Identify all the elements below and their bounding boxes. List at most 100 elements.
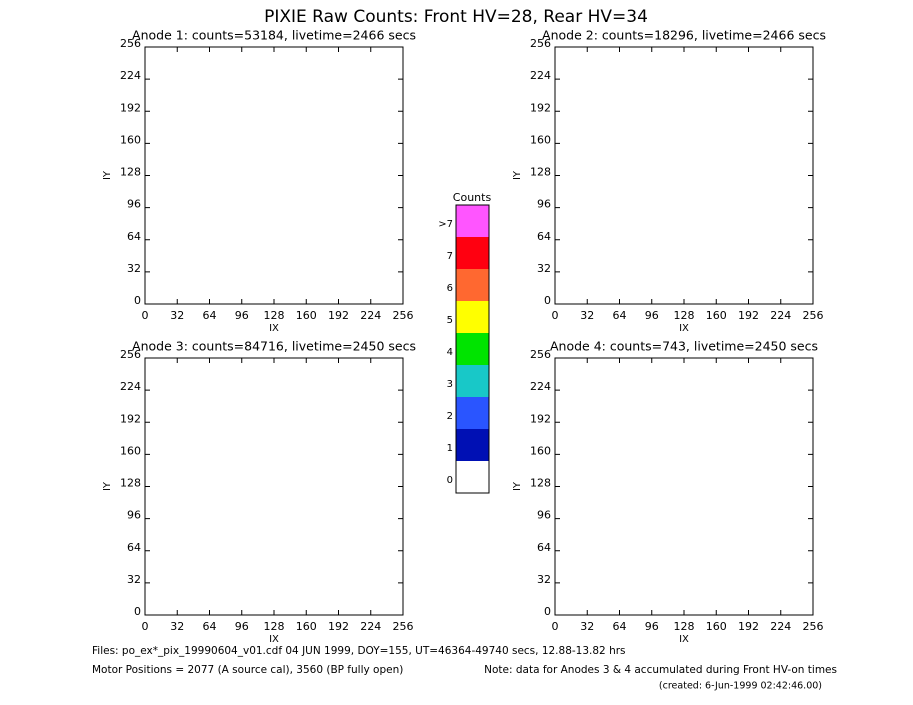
x-tick-label: 160: [296, 620, 317, 633]
x-tick-label: 160: [706, 309, 727, 322]
x-tick-label: 32: [580, 309, 594, 322]
x-tick-label: 256: [393, 309, 414, 322]
x-axis-label: IX: [269, 634, 279, 645]
x-tick-label: 192: [328, 309, 349, 322]
y-axis-label: IY: [102, 481, 113, 491]
y-tick-label: 64: [127, 541, 141, 554]
x-tick-label: 256: [803, 620, 824, 633]
figure-title: PIXIE Raw Counts: Front HV=28, Rear HV=3…: [264, 7, 648, 27]
x-tick-label: 64: [613, 309, 627, 322]
y-tick-label: 96: [127, 198, 141, 211]
y-tick-label: 32: [537, 262, 551, 275]
colorbar-label: 7: [447, 251, 453, 262]
footer-note: Note: data for Anodes 3 & 4 accumulated …: [484, 664, 837, 676]
colorbar-label: >7: [438, 219, 453, 230]
x-tick-label: 64: [203, 620, 217, 633]
x-tick-label: 192: [738, 309, 759, 322]
footer-files: Files: po_ex*_pix_19990604_v01.cdf 04 JU…: [92, 645, 626, 657]
panel-title: Anode 3: counts=84716, livetime=2450 sec…: [132, 339, 416, 354]
y-tick-label: 160: [530, 133, 551, 146]
y-axis-label: IY: [512, 170, 523, 180]
x-tick-label: 0: [552, 620, 559, 633]
x-tick-label: 192: [738, 620, 759, 633]
colorbar-label: 6: [447, 283, 453, 294]
x-tick-label: 0: [142, 309, 149, 322]
colorbar-frame: [455, 204, 490, 494]
x-tick-label: 256: [803, 309, 824, 322]
y-tick-label: 256: [530, 37, 551, 50]
y-tick-label: 32: [537, 573, 551, 586]
y-tick-label: 0: [134, 605, 141, 618]
x-tick-label: 224: [770, 620, 791, 633]
y-tick-label: 224: [530, 69, 551, 82]
x-tick-label: 128: [264, 309, 285, 322]
y-tick-label: 0: [544, 605, 551, 618]
y-tick-label: 96: [537, 198, 551, 211]
footer-motor: Motor Positions = 2077 (A source cal), 3…: [92, 664, 403, 676]
x-tick-label: 224: [360, 309, 381, 322]
y-tick-label: 160: [120, 444, 141, 457]
x-tick-label: 160: [296, 309, 317, 322]
y-tick-label: 224: [120, 380, 141, 393]
x-tick-label: 32: [170, 620, 184, 633]
x-tick-label: 96: [645, 309, 659, 322]
y-tick-label: 224: [120, 69, 141, 82]
colorbar-cell: [456, 333, 489, 365]
x-tick-label: 96: [235, 309, 249, 322]
x-tick-label: 224: [770, 309, 791, 322]
colorbar-cell: [456, 429, 489, 461]
y-axis-label: IY: [512, 481, 523, 491]
colorbar-label: 0: [447, 475, 453, 486]
x-tick-label: 96: [645, 620, 659, 633]
x-tick-label: 0: [142, 620, 149, 633]
x-tick-label: 128: [674, 620, 695, 633]
y-tick-label: 96: [537, 509, 551, 522]
y-tick-label: 192: [530, 101, 551, 114]
x-tick-label: 32: [170, 309, 184, 322]
colorbar-label: 2: [447, 411, 453, 422]
x-tick-label: 32: [580, 620, 594, 633]
x-tick-label: 224: [360, 620, 381, 633]
x-tick-label: 192: [328, 620, 349, 633]
colorbar-label: 5: [447, 315, 453, 326]
y-tick-label: 160: [530, 444, 551, 457]
colorbar-label: 4: [447, 347, 453, 358]
x-tick-label: 64: [203, 309, 217, 322]
y-tick-label: 32: [127, 573, 141, 586]
y-tick-label: 128: [120, 166, 141, 179]
colorbar-cell: [456, 365, 489, 397]
y-tick-label: 128: [530, 477, 551, 490]
colorbar-cell: [456, 461, 489, 493]
y-tick-label: 192: [120, 101, 141, 114]
y-tick-label: 64: [537, 541, 551, 554]
panel-title: Anode 1: counts=53184, livetime=2466 sec…: [132, 28, 416, 43]
colorbar-cell: [456, 397, 489, 429]
y-tick-label: 128: [530, 166, 551, 179]
y-tick-label: 0: [544, 294, 551, 307]
colorbar-title: Counts: [453, 191, 492, 204]
y-tick-label: 256: [530, 348, 551, 361]
y-tick-label: 224: [530, 380, 551, 393]
y-axis-label: IY: [102, 170, 113, 180]
y-tick-label: 32: [127, 262, 141, 275]
y-tick-label: 128: [120, 477, 141, 490]
y-tick-label: 64: [127, 230, 141, 243]
x-tick-label: 96: [235, 620, 249, 633]
y-tick-label: 0: [134, 294, 141, 307]
x-tick-label: 64: [613, 620, 627, 633]
colorbar-cell: [456, 237, 489, 269]
colorbar-cell: [456, 269, 489, 301]
x-axis-label: IX: [679, 323, 689, 334]
footer-created: (created: 6-Jun-1999 02:42:46.00): [659, 681, 822, 692]
x-tick-label: 128: [674, 309, 695, 322]
panel-title: Anode 4: counts=743, livetime=2450 secs: [550, 339, 818, 354]
colorbar-label: 1: [447, 443, 453, 454]
panel-title: Anode 2: counts=18296, livetime=2466 sec…: [542, 28, 826, 43]
x-tick-label: 256: [393, 620, 414, 633]
y-tick-label: 64: [537, 230, 551, 243]
x-tick-label: 160: [706, 620, 727, 633]
colorbar-cell: [456, 301, 489, 333]
y-tick-label: 192: [120, 412, 141, 425]
